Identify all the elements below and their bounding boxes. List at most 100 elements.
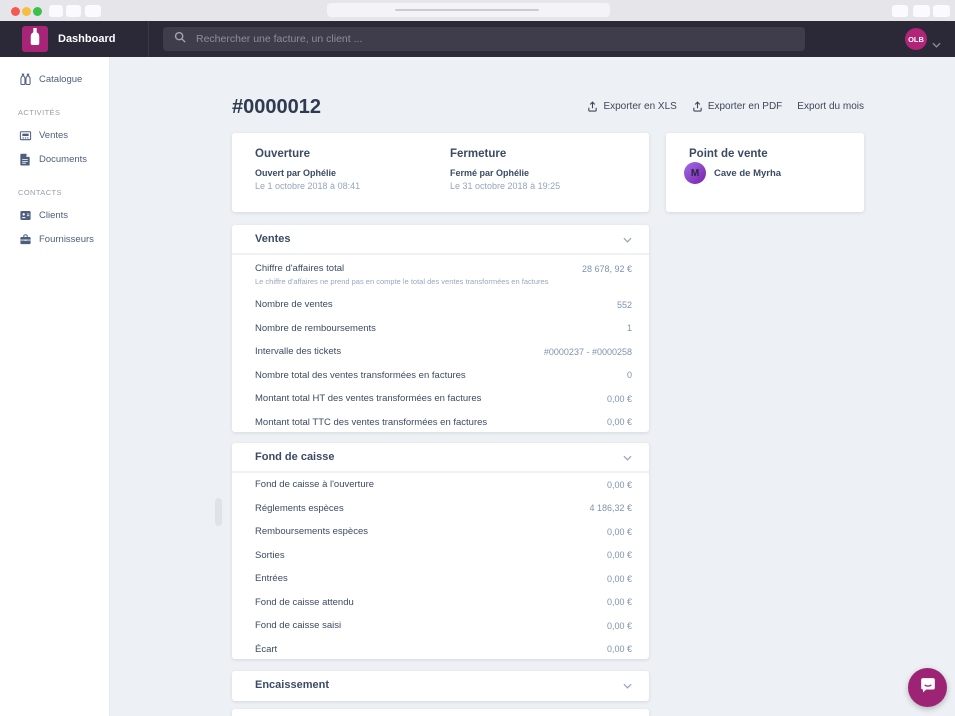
search-icon — [174, 30, 186, 48]
metric-row: Nombre de ventes 552 — [232, 293, 649, 317]
sidebar-item-label: Ventes — [39, 129, 69, 141]
metric-row: Remboursements espèces 0,00 € — [232, 520, 649, 544]
client-card-icon — [18, 208, 32, 222]
metric-value: 0,00 € — [606, 620, 632, 631]
metric-value: 28 678, 92 € — [581, 264, 632, 274]
section-title: Encaissement — [255, 679, 329, 691]
toolbar-button[interactable] — [85, 5, 101, 17]
app-header: Dashboard OLB — [0, 21, 955, 57]
action-label: Exporter en PDF — [707, 101, 783, 112]
export-pdf-button[interactable]: Exporter en PDF — [692, 101, 782, 112]
sidebar-item-ventes[interactable]: Ventes — [0, 123, 109, 147]
metric-label: Écart — [255, 643, 278, 655]
pos-avatar: M — [684, 162, 706, 184]
closing-by: Fermé par Ophélie — [450, 168, 530, 178]
toolbar-button[interactable] — [933, 5, 950, 17]
session-card: Ouverture Ouvert par Ophélie Le 1 octobr… — [232, 133, 649, 212]
sidebar-item-documents[interactable]: Documents — [0, 147, 109, 171]
opening-date: Le 1 octobre 2018 à 08:41 — [255, 181, 361, 191]
next-card-partial — [232, 709, 649, 716]
bottle-logo-icon — [29, 28, 41, 50]
sidebar-item-clients[interactable]: Clients — [0, 203, 109, 227]
metric-row: Fond de caisse à l'ouverture 0,00 € — [232, 473, 649, 497]
toolbar-button[interactable] — [892, 5, 908, 17]
ventes-card: Ventes Chiffre d'affaires total Le chiffre… — [232, 225, 649, 432]
page-title-header: Dashboard — [58, 33, 116, 45]
metric-value: 0,00 € — [606, 526, 632, 537]
sidebar-item-fournisseurs[interactable]: Fournisseurs — [0, 227, 109, 251]
sidebar: Catalogue ACTIVITÉS Ventes Documents CONTACT… — [0, 57, 110, 716]
metric-row: Fond de caisse saisi 0,00 € — [232, 614, 649, 638]
metric-label: Remboursements espèces — [255, 526, 368, 538]
metric-row: Nombre total des ventes transformées en … — [232, 364, 649, 388]
sidebar-item-catalogue[interactable]: Catalogue — [0, 67, 109, 91]
action-label: Exporter en XLS — [603, 101, 677, 112]
encaissement-card: Encaissement — [232, 671, 649, 701]
maximize-window-button[interactable] — [33, 7, 42, 16]
metric-label: Montant total TTC des ventes transformée… — [255, 416, 488, 428]
metric-row: Montant total TTC des ventes transformée… — [232, 411, 649, 435]
metric-label: Sorties — [255, 549, 285, 561]
section-title: Ventes — [255, 233, 291, 245]
user-avatar[interactable]: OLB — [905, 28, 927, 50]
chat-launcher-button[interactable] — [908, 668, 947, 707]
close-window-button[interactable] — [11, 7, 20, 16]
upload-icon — [587, 101, 598, 112]
export-month-button[interactable]: Export du mois — [797, 101, 864, 112]
closing-title: Fermeture — [450, 148, 507, 160]
metric-row: Écart 0,00 € — [232, 638, 649, 662]
fond-de-caisse-card: Fond de caisse Fond de caisse à l'ouvertu… — [232, 443, 649, 659]
toolbar-button[interactable] — [66, 5, 81, 17]
window-tab-bar[interactable] — [327, 3, 610, 17]
pos-name: Cave de Myrha — [714, 168, 782, 179]
metric-label: Fond de caisse attendu — [255, 596, 354, 608]
header-divider — [148, 21, 149, 57]
user-menu-chevron-down-icon[interactable] — [932, 35, 941, 53]
metric-value: 0 — [626, 370, 632, 381]
opening-block: Ouverture Ouvert par Ophélie Le 1 octobr… — [255, 133, 360, 191]
metric-sublabel: Le chiffre d'affaires ne prend pas en co… — [255, 277, 549, 286]
metric-value: 0,00 € — [606, 644, 632, 655]
metric-label: Réglements espèces — [255, 502, 344, 514]
section-header-fond[interactable]: Fond de caisse — [232, 443, 649, 473]
scrollbar-thumb[interactable] — [215, 498, 222, 526]
toolbar-button[interactable] — [49, 5, 63, 17]
pos-card-title: Point de vente — [689, 148, 768, 160]
chevron-down-icon — [623, 676, 632, 694]
metric-label: Montant total HT des ventes transformées… — [255, 393, 482, 405]
export-xls-button[interactable]: Exporter en XLS — [587, 101, 677, 112]
metric-row: Intervalle des tickets #0000237 - #000025… — [232, 340, 649, 364]
section-header-ventes[interactable]: Ventes — [232, 225, 649, 255]
metric-value: #0000237 - #0000258 — [543, 346, 632, 357]
metric-row: Fond de caisse attendu 0,00 € — [232, 591, 649, 615]
sidebar-section-title: ACTIVITÉS — [18, 107, 61, 117]
sidebar-section-title: CONTACTS — [18, 187, 62, 197]
opening-by: Ouvert par Ophélie — [255, 168, 337, 178]
metric-value: 1 — [626, 323, 632, 334]
metric-value: 0,00 € — [606, 597, 632, 608]
section-header-enc[interactable]: Encaissement — [232, 671, 649, 699]
minimize-window-button[interactable] — [22, 7, 31, 16]
metric-value: 0,00 € — [606, 573, 632, 584]
app-logo[interactable] — [22, 26, 48, 52]
metric-label: Nombre de ventes — [255, 299, 333, 311]
closing-block: Fermeture Fermé par Ophélie Le 31 octobr… — [450, 133, 560, 191]
metric-label: Entrées — [255, 573, 288, 585]
sidebar-item-label: Fournisseurs — [39, 233, 94, 245]
bottles-icon — [18, 72, 32, 86]
register-session-title: #0000012 — [232, 96, 321, 118]
metric-row: Réglements espèces 4 186,32 € — [232, 497, 649, 521]
metric-label: Fond de caisse saisi — [255, 620, 342, 632]
metric-label: Fond de caisse à l'ouverture — [255, 479, 375, 491]
metric-label: Nombre total des ventes transformées en … — [255, 369, 466, 381]
metric-row: Entrées 0,00 € — [232, 567, 649, 591]
search-input[interactable] — [194, 32, 758, 46]
window-chrome — [0, 0, 955, 21]
sidebar-item-label: Catalogue — [39, 73, 83, 85]
chevron-down-icon — [623, 448, 632, 466]
document-icon — [18, 152, 32, 166]
toolbar-button[interactable] — [913, 5, 930, 17]
search-bar[interactable] — [163, 27, 805, 51]
metric-value: 0,00 € — [606, 550, 632, 561]
